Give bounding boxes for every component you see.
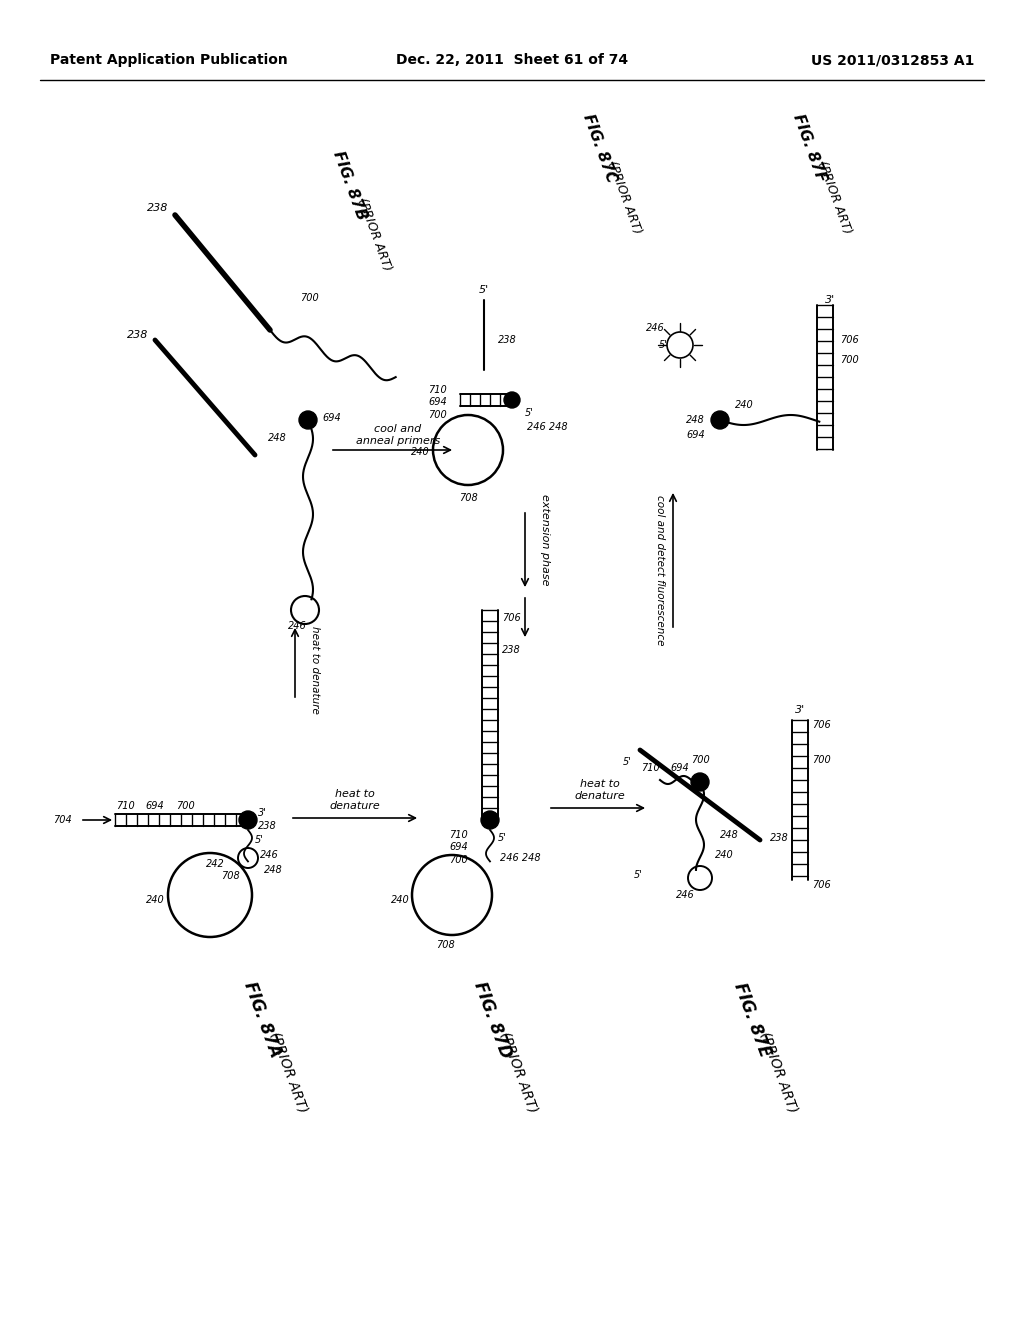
Text: 3': 3' xyxy=(258,808,267,818)
Text: 238: 238 xyxy=(127,330,148,341)
Text: 5': 5' xyxy=(659,341,668,350)
Text: 710: 710 xyxy=(428,385,447,395)
Text: 240: 240 xyxy=(146,895,165,906)
Text: (PRIOR ART): (PRIOR ART) xyxy=(268,1030,310,1114)
Text: 238: 238 xyxy=(770,833,788,843)
Text: 694: 694 xyxy=(428,397,447,407)
Text: 240: 240 xyxy=(735,400,754,411)
Text: heat to
denature: heat to denature xyxy=(330,789,380,810)
Text: Dec. 22, 2011  Sheet 61 of 74: Dec. 22, 2011 Sheet 61 of 74 xyxy=(396,53,628,67)
Circle shape xyxy=(711,411,729,429)
Text: 238: 238 xyxy=(502,645,521,655)
Text: 694: 694 xyxy=(671,763,689,774)
Text: 242: 242 xyxy=(206,859,225,869)
Text: 706: 706 xyxy=(840,335,859,345)
Text: (PRIOR ART): (PRIOR ART) xyxy=(815,160,854,236)
Text: 710: 710 xyxy=(450,830,468,840)
Text: FIG. 87B: FIG. 87B xyxy=(330,148,369,222)
Text: 5': 5' xyxy=(634,870,643,880)
Text: 694: 694 xyxy=(450,842,468,851)
Text: 700: 700 xyxy=(428,411,447,420)
Text: 248: 248 xyxy=(720,830,738,840)
Text: 706: 706 xyxy=(502,612,521,623)
Text: 246: 246 xyxy=(288,620,307,631)
Text: heat to denature: heat to denature xyxy=(310,626,319,714)
Text: (PRIOR ART): (PRIOR ART) xyxy=(498,1030,541,1114)
Text: 248: 248 xyxy=(268,433,287,444)
Text: 708: 708 xyxy=(435,940,455,950)
Text: heat to
denature: heat to denature xyxy=(574,779,626,801)
Text: 708: 708 xyxy=(459,492,477,503)
Text: 248: 248 xyxy=(264,865,283,875)
Text: 238: 238 xyxy=(258,821,276,832)
Text: US 2011/0312853 A1: US 2011/0312853 A1 xyxy=(811,53,974,67)
Text: 5': 5' xyxy=(498,833,507,843)
Text: Patent Application Publication: Patent Application Publication xyxy=(50,53,288,67)
Text: 246: 246 xyxy=(646,323,665,333)
Text: 5': 5' xyxy=(479,285,489,294)
Text: 694: 694 xyxy=(145,801,165,810)
Text: 700: 700 xyxy=(300,293,318,304)
Text: 700: 700 xyxy=(840,355,859,366)
Text: 246: 246 xyxy=(260,850,279,861)
Text: 240: 240 xyxy=(715,850,734,861)
Circle shape xyxy=(299,411,317,429)
Text: 700: 700 xyxy=(812,755,830,766)
Text: 700: 700 xyxy=(176,801,195,810)
Circle shape xyxy=(239,810,257,829)
Circle shape xyxy=(481,810,499,829)
Text: 5': 5' xyxy=(255,836,264,845)
Text: 3': 3' xyxy=(825,294,835,305)
Circle shape xyxy=(691,774,709,791)
Text: FIG. 87D: FIG. 87D xyxy=(470,979,514,1061)
Text: 240: 240 xyxy=(391,895,410,906)
Text: extension phase: extension phase xyxy=(540,494,550,586)
Text: FIG. 87C: FIG. 87C xyxy=(580,112,618,185)
Text: FIG. 87E: FIG. 87E xyxy=(730,981,773,1060)
Text: 5': 5' xyxy=(525,408,534,418)
Text: 700: 700 xyxy=(450,855,468,865)
Text: 694: 694 xyxy=(686,430,705,440)
Text: 3': 3' xyxy=(795,705,805,715)
Circle shape xyxy=(504,392,520,408)
Text: 246 248: 246 248 xyxy=(500,853,541,863)
Text: 238: 238 xyxy=(498,335,517,345)
Text: 240: 240 xyxy=(412,447,430,457)
Text: 706: 706 xyxy=(812,719,830,730)
Text: 246 248: 246 248 xyxy=(527,422,567,432)
Text: (PRIOR ART): (PRIOR ART) xyxy=(605,160,643,236)
Text: 238: 238 xyxy=(146,203,168,213)
Text: 248: 248 xyxy=(686,414,705,425)
Text: 5': 5' xyxy=(624,756,632,767)
Text: 708: 708 xyxy=(221,871,240,880)
Text: 694: 694 xyxy=(322,413,341,422)
Text: 706: 706 xyxy=(812,880,830,890)
Text: FIG. 87A: FIG. 87A xyxy=(240,979,284,1060)
Text: (PRIOR ART): (PRIOR ART) xyxy=(758,1030,801,1114)
Text: 704: 704 xyxy=(53,814,72,825)
Text: 700: 700 xyxy=(690,755,710,766)
Text: (PRIOR ART): (PRIOR ART) xyxy=(355,197,393,273)
Text: 246: 246 xyxy=(676,890,694,900)
Text: FIG. 87F: FIG. 87F xyxy=(790,112,828,183)
Text: 710: 710 xyxy=(116,801,134,810)
Text: 710: 710 xyxy=(641,763,659,774)
Text: cool and
anneal primers: cool and anneal primers xyxy=(356,424,440,446)
Text: cool and detect fluorescence: cool and detect fluorescence xyxy=(655,495,665,645)
